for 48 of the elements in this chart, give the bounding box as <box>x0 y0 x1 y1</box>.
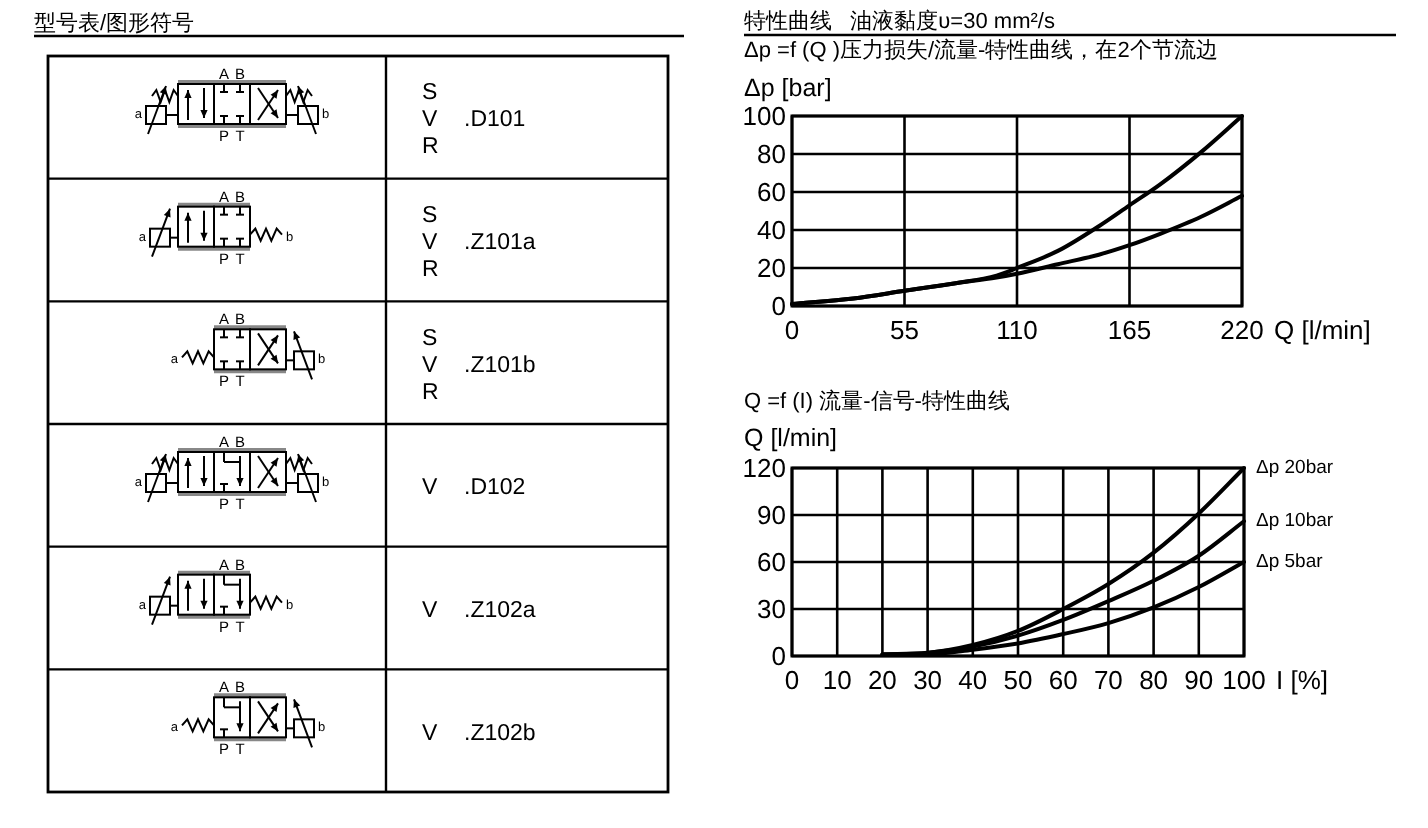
x-tick-label: 80 <box>1139 665 1169 695</box>
series-label: Δp 20bar <box>1256 457 1334 479</box>
series-label: Δp 10bar <box>1256 510 1334 533</box>
x-tick-label: 55 <box>890 315 919 345</box>
x-tick-label: 90 <box>1184 665 1214 695</box>
text: S V R <box>422 326 439 405</box>
text: S V R <box>422 204 439 282</box>
x-tick-label: 110 <box>996 315 1038 345</box>
text: .Z102b <box>464 721 536 746</box>
text: V <box>422 721 438 746</box>
y-tick-label: 0 <box>771 641 786 671</box>
chart-title: 特性曲线 油液黏度υ=30 mm²/s <box>744 8 1056 34</box>
text: V <box>422 476 438 501</box>
y-axis-title: Q [l/min] <box>744 424 838 452</box>
x-tick-label: 50 <box>1003 665 1033 695</box>
y-tick-label: 100 <box>742 101 786 131</box>
y-tick-label: 30 <box>757 594 786 624</box>
chart-title: Q =f (I) 流量-信号-特性曲线 <box>744 388 1010 414</box>
y-tick-label: 60 <box>757 177 786 207</box>
x-tick-label: 30 <box>913 665 943 695</box>
text: .Z101a <box>464 231 537 255</box>
x-axis-title: Q [l/min] <box>1274 315 1371 345</box>
x-tick-label: 220 <box>1220 315 1264 345</box>
text: .D101 <box>464 108 526 133</box>
y-tick-label: 40 <box>757 215 786 245</box>
y-tick-label: 90 <box>757 500 786 530</box>
x-tick-label: 20 <box>867 665 897 695</box>
x-tick-label: 165 <box>1107 315 1152 345</box>
text: .D102 <box>464 476 526 501</box>
text: .Z101b <box>464 353 536 378</box>
text: V <box>422 599 438 623</box>
x-tick-label: 70 <box>1093 665 1123 695</box>
series-label: Δp 5bar <box>1256 551 1323 573</box>
y-tick-label: 60 <box>757 547 786 577</box>
x-tick-label: 10 <box>822 665 852 695</box>
chart-subtitle: Δp =f (Q )压力损失/流量-特性曲线，在2个节流边 <box>744 37 1218 63</box>
y-tick-label: 80 <box>757 139 786 169</box>
x-tick-label: 60 <box>1048 665 1078 695</box>
y-tick-label: 20 <box>757 253 786 283</box>
y-axis-title: Δp [bar] <box>744 74 832 102</box>
x-tick-label: 40 <box>958 665 988 695</box>
x-tick-label: 100 <box>1222 665 1266 695</box>
text: .Z102a <box>464 599 537 623</box>
text: 型号表/图形符号 <box>34 10 195 36</box>
x-axis-title: I [%] <box>1276 665 1329 695</box>
y-tick-label: 0 <box>771 291 786 321</box>
text: S V R <box>422 81 439 160</box>
y-tick-label: 120 <box>742 453 786 483</box>
